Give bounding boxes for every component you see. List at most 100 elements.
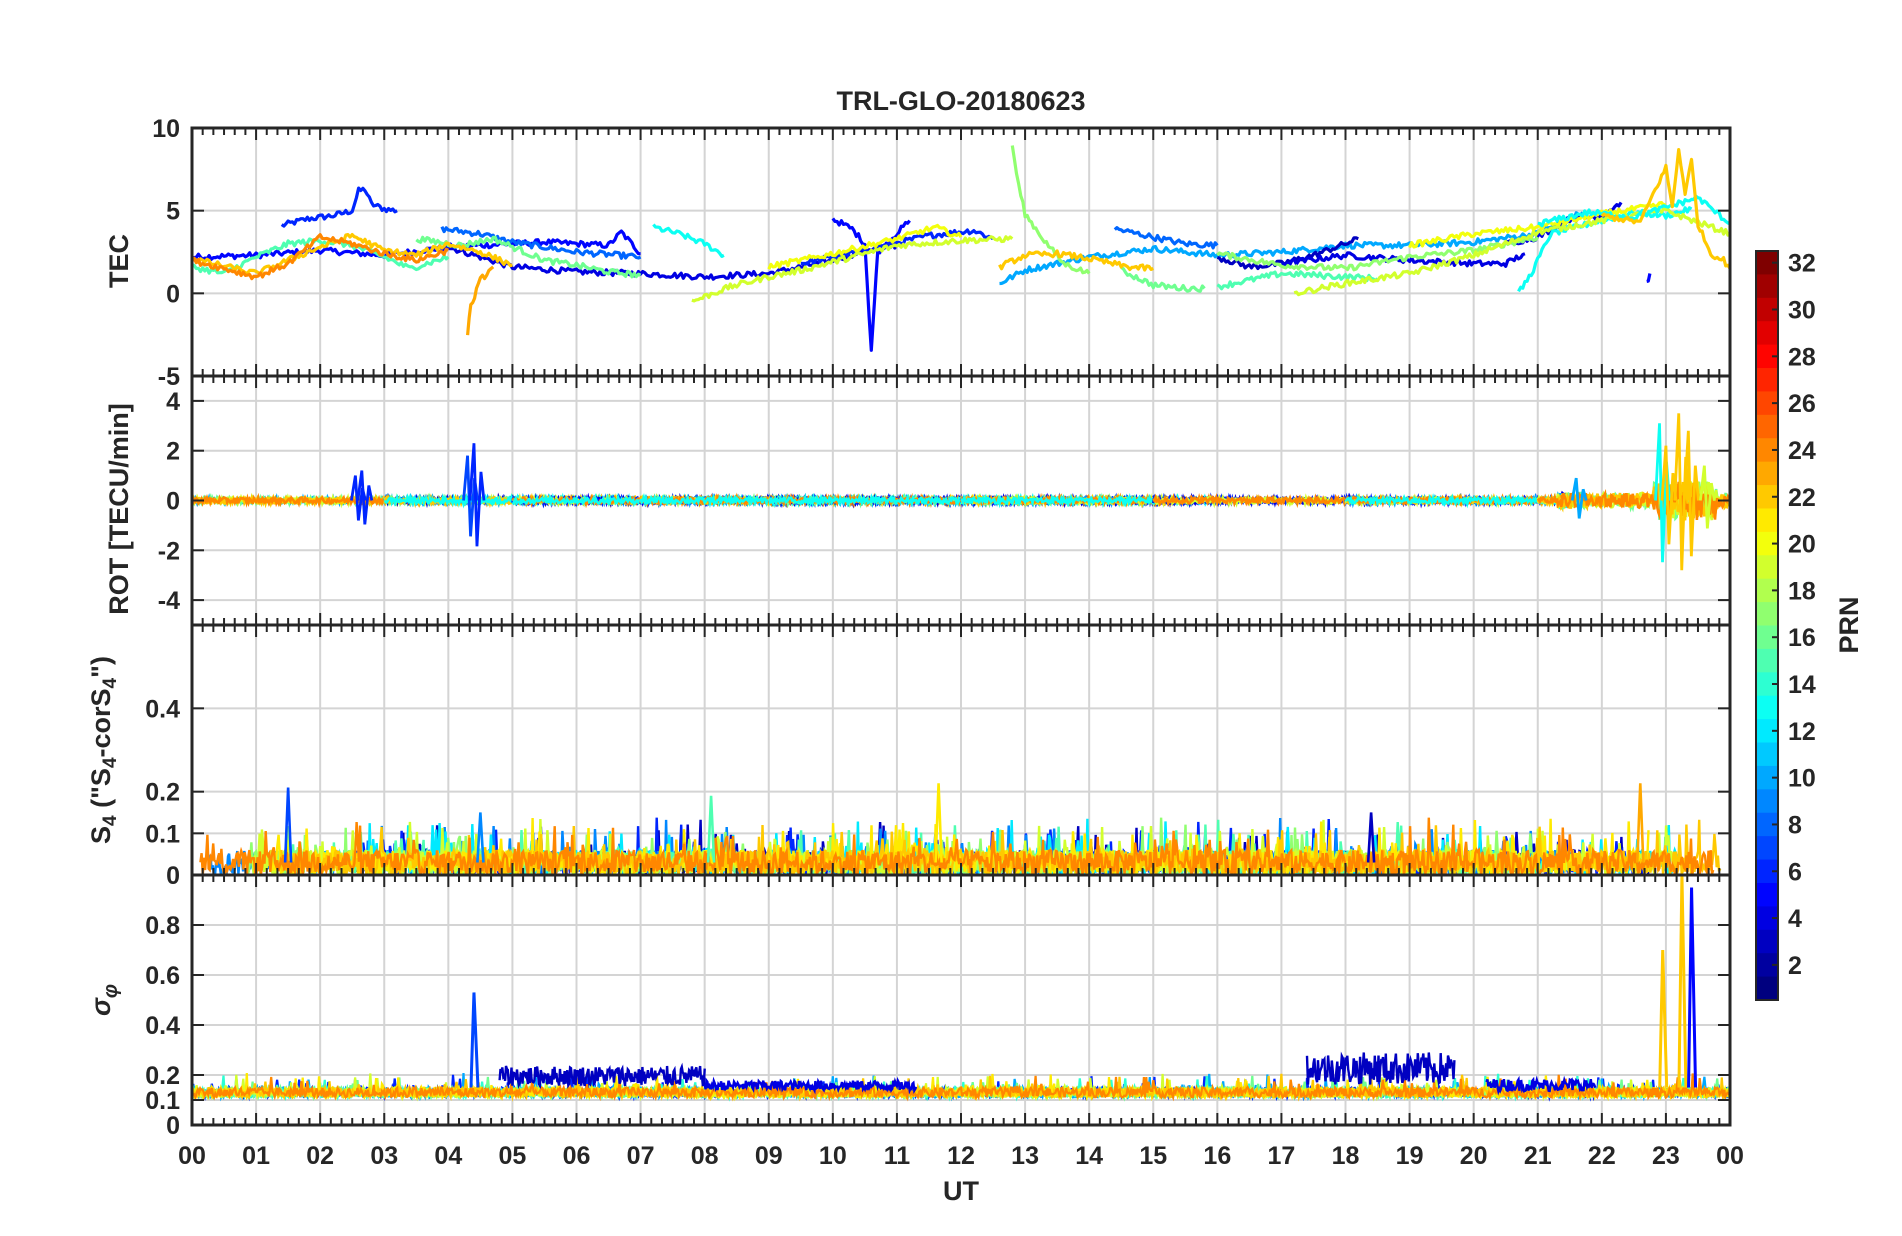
x-tick-label: 09 xyxy=(755,1142,783,1170)
y-tick-label: 4 xyxy=(166,388,180,416)
tec-series-line xyxy=(440,226,642,260)
tec-series-line xyxy=(1646,273,1652,283)
x-tick-label: 05 xyxy=(499,1142,527,1170)
colorbar-swatch xyxy=(1756,368,1778,393)
tec-series-line xyxy=(1113,226,1219,250)
colorbar-tick-label: 26 xyxy=(1788,390,1816,418)
y-tick-label: 0 xyxy=(166,488,180,516)
tec-series-line xyxy=(691,235,1014,303)
x-tick-label: 17 xyxy=(1268,1142,1296,1170)
y-axis-label: S4 ("S4-corS4") xyxy=(86,656,121,844)
y-tick-label: -5 xyxy=(158,363,180,391)
colorbar-swatch xyxy=(1756,719,1778,744)
colorbar-tick-label: 10 xyxy=(1788,765,1816,793)
x-tick-label: 00 xyxy=(1716,1142,1744,1170)
y-tick-label: 0.1 xyxy=(145,1087,180,1115)
y-tick-label: 0.4 xyxy=(145,695,180,723)
colorbar-swatch xyxy=(1756,742,1778,767)
colorbar-swatch xyxy=(1756,508,1778,533)
tec-series-line xyxy=(999,211,1584,286)
x-tick-label: 16 xyxy=(1203,1142,1231,1170)
colorbar-swatch xyxy=(1756,953,1778,978)
rot-series-line xyxy=(1344,493,1572,510)
colorbar-tick-label: 28 xyxy=(1788,343,1816,371)
rot-spike xyxy=(1660,445,1678,545)
y-tick-label: 2 xyxy=(166,438,180,466)
sigma-burst xyxy=(703,1076,918,1095)
tec-series-line xyxy=(1600,148,1730,270)
sigma-peak xyxy=(1687,887,1698,1088)
colorbar-tick-label: 22 xyxy=(1788,484,1816,512)
colorbar-swatch xyxy=(1756,391,1778,416)
y-tick-label: 0.1 xyxy=(145,820,180,848)
colorbar-swatch xyxy=(1756,882,1778,907)
tec-series-line xyxy=(1216,236,1540,272)
rot-series-line xyxy=(1152,492,1379,509)
colorbar-frame xyxy=(1755,250,1779,1001)
colorbar-tick-label: 24 xyxy=(1788,437,1816,465)
colorbar-swatch xyxy=(1756,906,1778,931)
tec-series-line xyxy=(1216,236,1359,271)
x-tick-label: 19 xyxy=(1396,1142,1424,1170)
chart-title: TRL-GLO-20180623 xyxy=(836,86,1085,116)
sigma-series-line xyxy=(192,1073,1730,1102)
colorbar-swatch xyxy=(1756,602,1778,627)
colorbar-tick-label: 6 xyxy=(1788,858,1802,886)
y-tick-label: 0.6 xyxy=(145,962,180,990)
x-axis-label: UT xyxy=(943,1176,979,1206)
colorbar-tick-label: 4 xyxy=(1788,905,1802,933)
y-tick-label: 0 xyxy=(166,1112,180,1140)
rot-spike xyxy=(356,470,374,525)
tec-series-line xyxy=(800,228,994,266)
y-tick-label: 0 xyxy=(166,280,180,308)
x-tick-label: 18 xyxy=(1332,1142,1360,1170)
x-tick-label: 01 xyxy=(242,1142,270,1170)
x-tick-label: 22 xyxy=(1588,1142,1616,1170)
panel-sigma xyxy=(192,875,1730,1102)
colorbar-label: PRN xyxy=(1834,596,1864,653)
x-tick-label: 15 xyxy=(1139,1142,1167,1170)
colorbar-swatch xyxy=(1756,859,1778,884)
x-tick-label: 12 xyxy=(947,1142,975,1170)
y-axis-label: TEC xyxy=(104,234,134,288)
x-tick-label: 13 xyxy=(1011,1142,1039,1170)
colorbar-swatch xyxy=(1756,976,1778,1001)
rot-spike xyxy=(1698,465,1716,529)
tec-series-line xyxy=(998,249,1154,272)
tec-series-line xyxy=(192,233,450,281)
colorbar-swatch xyxy=(1756,789,1778,814)
sigma-burst xyxy=(1305,1051,1456,1085)
s4-peak xyxy=(934,783,943,863)
colorbar-tick-label: 16 xyxy=(1788,624,1816,652)
tec-series-line xyxy=(652,223,725,258)
colorbar-swatch xyxy=(1756,578,1778,603)
s4-series-line xyxy=(199,817,1715,875)
y-tick-label: 5 xyxy=(166,198,180,226)
y-tick-label: 0.8 xyxy=(145,912,180,940)
colorbar-swatch xyxy=(1756,344,1778,369)
tec-series-line xyxy=(466,265,495,336)
y-tick-label: 0.4 xyxy=(145,1012,180,1040)
x-tick-label: 14 xyxy=(1075,1142,1103,1170)
rot-spike xyxy=(468,443,486,547)
colorbar-swatch xyxy=(1756,414,1778,439)
colorbar-swatch xyxy=(1756,485,1778,510)
s4-peak xyxy=(706,795,716,863)
tec-series-line xyxy=(280,186,398,228)
colorbar-swatch xyxy=(1756,929,1778,954)
x-tick-label: 04 xyxy=(434,1142,462,1170)
colorbar-swatch xyxy=(1756,321,1778,346)
frame-layer xyxy=(190,126,1732,1127)
sigma-burst xyxy=(498,1062,706,1090)
x-tick-label: 10 xyxy=(819,1142,847,1170)
colorbar-swatch xyxy=(1756,648,1778,673)
tec-series-line xyxy=(1408,201,1667,249)
colorbar-tick-label: 30 xyxy=(1788,297,1816,325)
colorbar-swatch xyxy=(1756,812,1778,837)
colorbar-swatch xyxy=(1756,625,1778,650)
tec-series-line xyxy=(1120,266,1206,293)
colorbar-tick-label: 20 xyxy=(1788,531,1816,559)
s4-peak xyxy=(1366,812,1376,863)
sigma-burst xyxy=(1485,1075,1597,1096)
colorbar-tick-label: 32 xyxy=(1788,250,1816,278)
